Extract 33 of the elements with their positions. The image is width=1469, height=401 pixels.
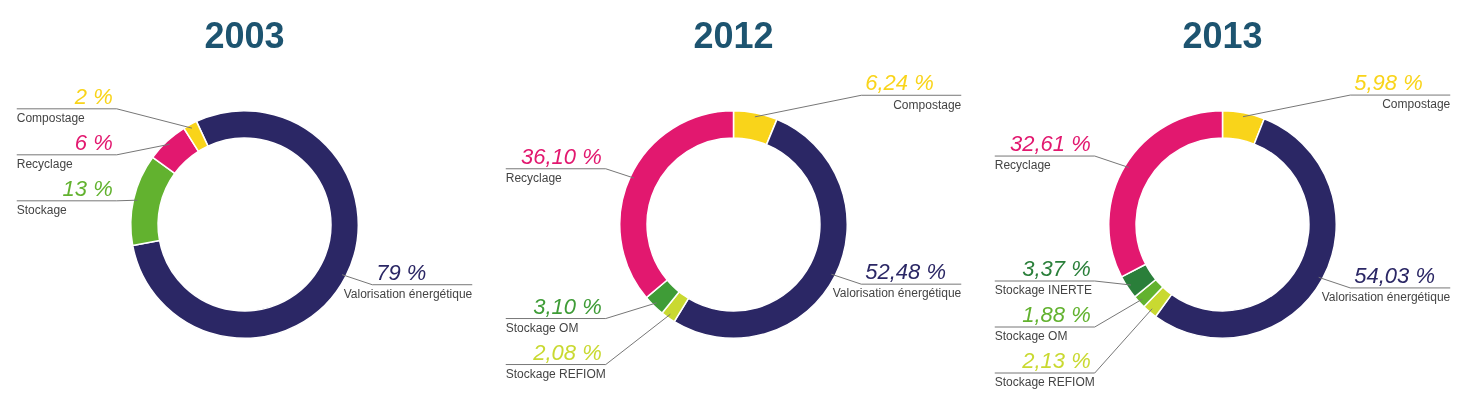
slice-label: Recyclage — [16, 157, 74, 172]
slice-label: Stockage INERTE — [994, 283, 1092, 298]
data-label: 6,24 % — [865, 70, 934, 96]
slice-label: Recyclage — [505, 171, 563, 186]
slice-label: Stockage OM — [994, 329, 1068, 344]
slice-label: Valorisation énergétique — [832, 286, 962, 301]
data-label: 54,03 % — [1354, 262, 1435, 288]
slice-label: Recyclage — [994, 158, 1052, 173]
data-label: 2,13 % — [1021, 348, 1091, 373]
data-label: 1,88 % — [1022, 302, 1091, 327]
slice-label: Compostage — [893, 97, 962, 112]
data-label: 5,98 % — [1354, 70, 1423, 96]
data-label: 79 % — [376, 259, 427, 285]
data-label: 32,61 % — [1010, 131, 1091, 157]
data-label: 2 % — [73, 83, 113, 109]
chart-title: 2013 — [1182, 14, 1263, 58]
slice-label: Compostage — [16, 111, 86, 126]
slice-label: Compostage — [1382, 97, 1451, 112]
data-label: 3,37 % — [1022, 256, 1091, 281]
slice-label: Valorisation énergétique — [1321, 290, 1451, 305]
slice-label: Stockage OM — [505, 320, 579, 335]
data-label: 36,10 % — [521, 143, 602, 169]
chart-title: 2012 — [693, 14, 774, 58]
slice-label: Stockage REFIOM — [994, 375, 1095, 390]
slice-label: Stockage REFIOM — [505, 366, 606, 381]
slice-label: Valorisation énergétique — [343, 287, 473, 302]
data-label: 6 % — [74, 129, 113, 155]
data-label: 2,08 % — [532, 339, 602, 365]
data-label: 13 % — [62, 175, 113, 201]
chart-title: 2003 — [204, 14, 285, 58]
data-label: 3,10 % — [533, 293, 602, 319]
slice-label: Stockage — [16, 203, 68, 218]
data-label: 52,48 % — [865, 259, 946, 285]
